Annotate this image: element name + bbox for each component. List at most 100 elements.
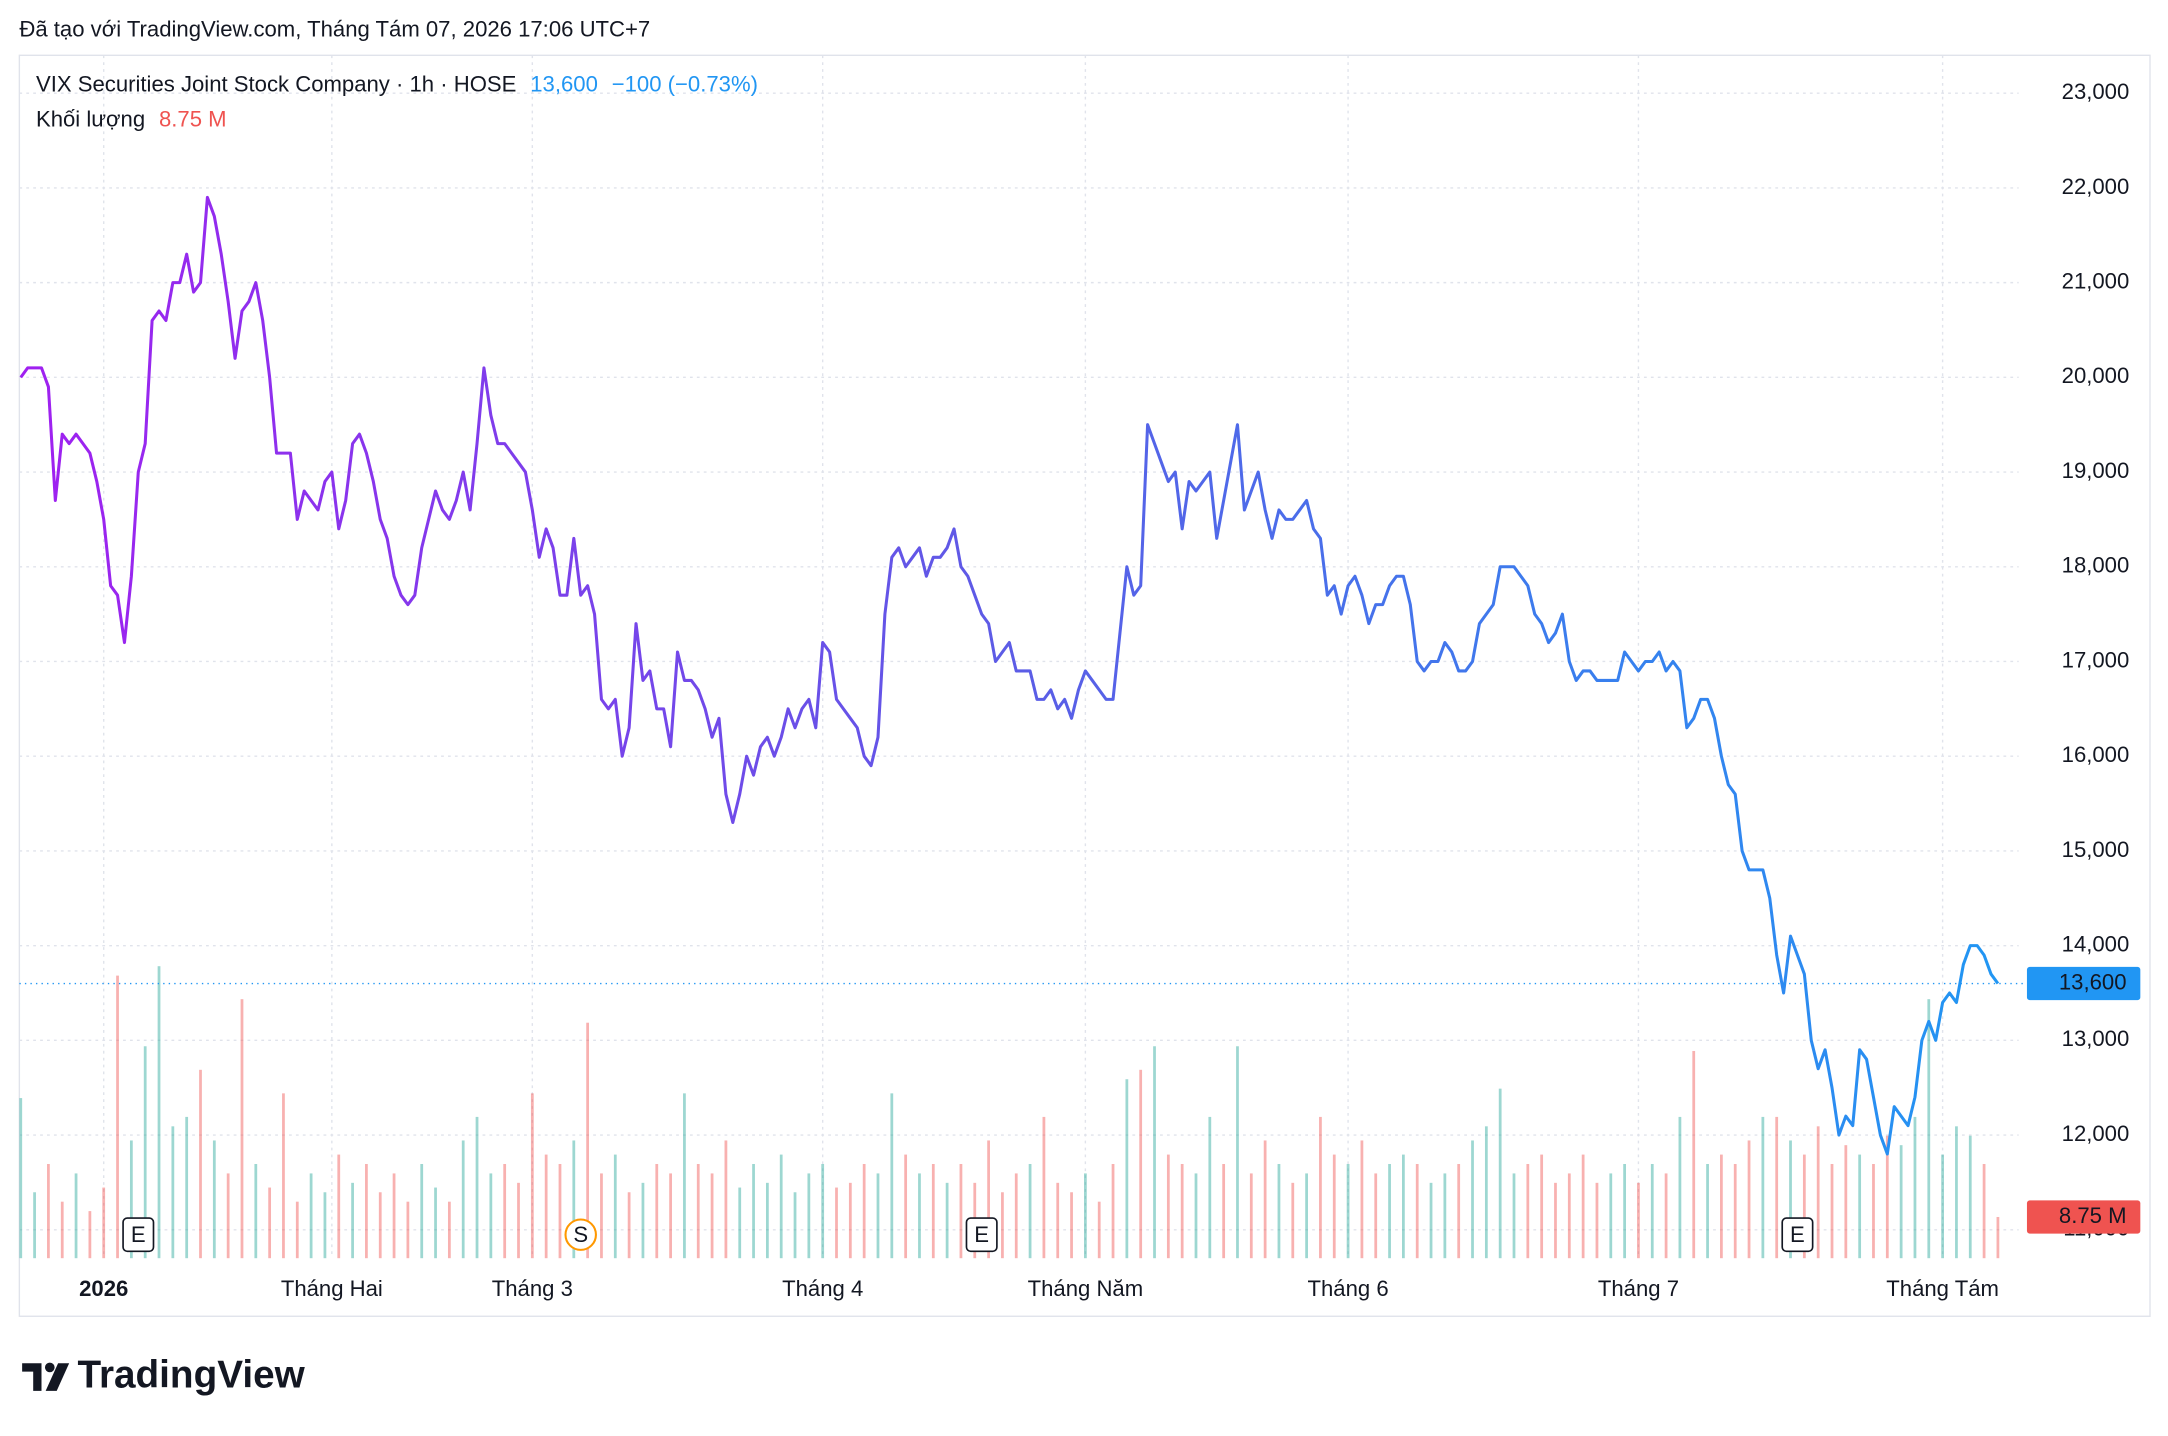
volume-bar [1111,1164,1115,1259]
volume-bar [447,1201,451,1259]
volume-bar [406,1201,410,1259]
y-tick-label: 19,000 [2062,458,2130,483]
volume-bar [558,1164,562,1259]
volume-bar [876,1173,880,1259]
volume-bar [793,1192,797,1259]
price-line [19,195,2000,1156]
volume-bar [489,1173,493,1259]
volume-bar [1263,1140,1267,1259]
volume-bar [1402,1154,1405,1259]
volume-bar [1153,1046,1156,1259]
symbol-title: VIX Securities Joint Stock Company · 1h … [36,72,516,97]
y-tick-label: 21,000 [2062,268,2130,293]
volume-bar [931,1164,935,1259]
volume-bar [143,1046,147,1259]
volume-bar [74,1173,78,1259]
y-tick-label: 20,000 [2062,363,2130,388]
volume-bar [420,1164,424,1259]
volume-bar [1180,1164,1184,1259]
volume-bar [1166,1154,1170,1259]
volume-bar [309,1173,313,1259]
logo: TradingView [22,1353,306,1396]
volume-bar [1484,1126,1488,1259]
volume-bar [1346,1164,1350,1259]
volume-bar [918,1173,921,1259]
volume-bar [129,1140,133,1259]
volume-bar [1609,1173,1613,1259]
event-marker [965,1217,998,1253]
volume-bar [696,1164,700,1259]
volume-bar [157,966,161,1259]
volume-bar [226,1173,230,1259]
x-tick-label: Tháng Tám [1886,1276,1999,1301]
change: −100 (−0.73%) [612,72,758,97]
event-marker [122,1217,155,1253]
volume-bar [1775,1116,1779,1259]
y-tick-label: 23,000 [2062,79,2130,104]
y-tick-label: 15,000 [2062,837,2130,862]
volume-bar [517,1182,520,1259]
y-tick-label: 16,000 [2062,742,2130,767]
volume-bar [337,1154,341,1259]
volume-bar [1927,999,1931,1259]
volume-bar [461,1140,465,1259]
volume-bar [1429,1182,1433,1259]
volume-bar [1374,1173,1378,1259]
x-tick-label: Tháng Năm [1028,1276,1144,1301]
volume-bar [1249,1173,1253,1259]
volume-bar [600,1173,603,1259]
volume-bar [862,1164,866,1259]
volume-bar [987,1140,990,1259]
volume-bar [752,1164,755,1259]
volume-bar [1512,1173,1516,1259]
volume-bar [1968,1135,1972,1259]
volume-bar [1637,1182,1640,1259]
volume-bar [1996,1216,2000,1259]
volume-bar [1139,1069,1143,1259]
volume-bar [1415,1164,1419,1259]
volume-bar [1457,1164,1461,1259]
volume-bar [1070,1192,1073,1259]
volume-bar [1720,1154,1723,1259]
volume-bar [60,1201,64,1259]
volume-bar [572,1140,576,1259]
volume-bar [323,1192,327,1259]
volume-bar [102,1187,106,1259]
logo-text: TradingView [77,1353,305,1396]
volume-bar [171,1126,175,1259]
volume-bar [1664,1173,1668,1259]
volume-title: Khối lượng [36,106,145,131]
volume-bar [1360,1140,1364,1259]
volume-bar [1747,1140,1751,1259]
volume-bar [351,1182,354,1259]
volume-bar [1913,1116,1917,1259]
volume-bar [1388,1164,1391,1259]
last-price-box [2026,966,2141,1001]
y-tick-label: 22,000 [2062,174,2130,199]
legend: VIX Securities Joint Stock Company · 1h … [36,72,758,97]
volume-bar [19,1098,23,1259]
x-tick-label: Tháng Hai [281,1276,383,1301]
volume-bar [365,1164,368,1259]
volume-bar [1222,1164,1226,1259]
volume-bar [1830,1164,1834,1259]
volume-bar [904,1154,908,1259]
x-tick-label: Tháng 3 [492,1276,573,1301]
volume-box-label: 8.75 M [2059,1203,2127,1228]
volume-bar [779,1154,783,1259]
volume-bar [1567,1173,1571,1259]
volume-bar [821,1164,825,1259]
volume-legend: Khối lượng 8.75 M [36,106,227,131]
volume-bar [1623,1164,1626,1259]
volume-bar [1526,1164,1530,1259]
volume-bar [765,1182,769,1259]
volume-bar [627,1192,631,1259]
volume-bar [1498,1088,1502,1259]
volume-bar [738,1187,742,1259]
volume-bar [1028,1164,1032,1259]
volume-bar [1084,1173,1087,1259]
volume-bar [1332,1154,1336,1259]
volume-bar [1305,1173,1308,1259]
volume-bar [1443,1173,1447,1259]
